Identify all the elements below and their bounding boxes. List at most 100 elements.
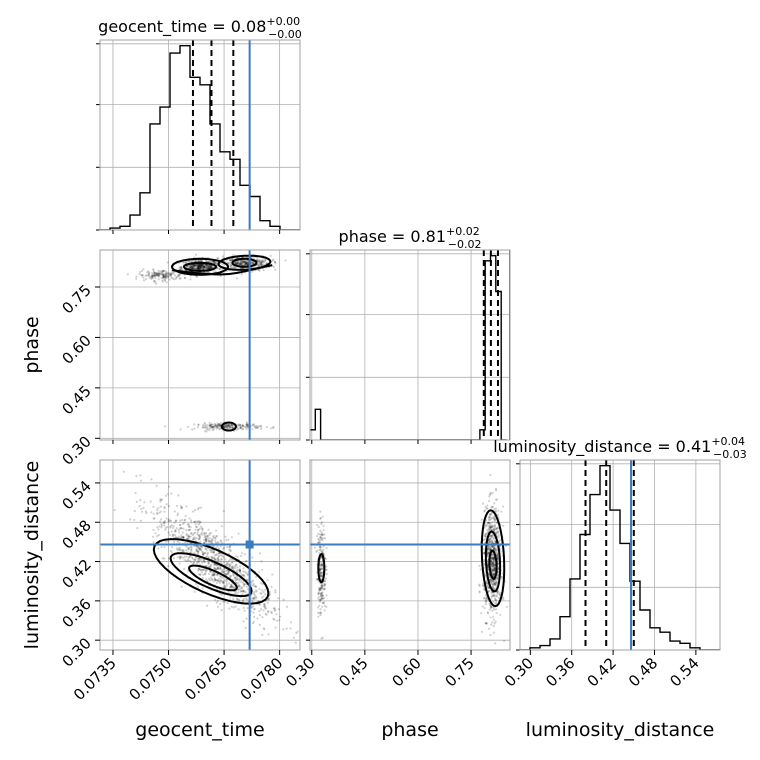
scatter-point	[491, 582, 494, 585]
scatter-point	[321, 562, 324, 565]
scatter-point	[226, 546, 229, 549]
scatter-point	[250, 261, 253, 264]
scatter-point	[295, 631, 298, 635]
scatter-point	[500, 510, 503, 513]
scatter-point	[215, 568, 218, 571]
scatter-point	[489, 578, 492, 581]
scatter-point	[320, 585, 323, 589]
scatter-point	[319, 592, 322, 595]
scatter-point	[172, 534, 175, 537]
scatter-point	[234, 567, 237, 570]
scatter-point	[168, 272, 171, 276]
scatter-point	[235, 428, 238, 432]
scatter-point	[204, 536, 207, 539]
scatter-point	[242, 263, 245, 266]
scatter-point	[210, 261, 213, 264]
scatter-point	[319, 587, 322, 590]
scatter-point	[493, 527, 496, 530]
scatter-point	[492, 600, 495, 604]
scatter-point	[172, 272, 175, 275]
scatter-point	[216, 566, 219, 569]
scatter-point	[490, 568, 494, 571]
scatter-point	[197, 267, 200, 270]
scatter-point	[489, 548, 492, 551]
scatter-point	[207, 562, 210, 565]
scatter-point	[244, 560, 247, 563]
scatter-point	[488, 527, 491, 530]
scatter-point	[201, 550, 204, 553]
scatter-point	[205, 430, 208, 433]
scatter-point	[241, 424, 245, 427]
scatter-point	[486, 522, 490, 525]
scatter-point	[325, 547, 328, 550]
scatter-point	[245, 559, 248, 562]
scatter-point	[511, 584, 513, 586]
scatter-point	[215, 581, 218, 585]
scatter-point	[234, 577, 237, 580]
scatter-point	[222, 582, 225, 585]
scatter-point	[318, 612, 321, 615]
scatter-point	[228, 424, 231, 427]
scatter-point	[177, 547, 180, 550]
scatter-point	[189, 526, 192, 529]
scatter-point	[259, 582, 263, 585]
histogram-phase	[310, 255, 507, 440]
scatter-point	[204, 538, 207, 541]
scatter-point	[492, 559, 495, 562]
scatter-point	[157, 278, 160, 281]
scatter-point	[320, 571, 323, 574]
scatter-point	[233, 586, 236, 589]
scatter-point	[492, 585, 495, 589]
scatter-point	[203, 539, 206, 542]
scatter-point	[174, 530, 177, 533]
scatter-point	[228, 607, 231, 610]
panel-grid-0-1	[100, 250, 300, 440]
scatter-point	[239, 262, 242, 265]
scatter-point	[173, 540, 176, 544]
scatter-point	[138, 270, 142, 274]
scatter-point	[217, 566, 220, 570]
scatter-point	[262, 609, 265, 612]
scatter-point	[221, 576, 224, 580]
scatter-point	[494, 489, 498, 492]
scatter-point	[209, 261, 212, 264]
scatter-point	[157, 274, 161, 277]
scatter-point	[226, 601, 229, 605]
scatter-point	[228, 425, 231, 428]
scatter-point	[274, 260, 277, 264]
scatter-point	[217, 541, 220, 544]
scatter-point	[229, 583, 233, 587]
scatter-point	[181, 268, 184, 271]
scatter-point	[205, 539, 208, 543]
scatter-point	[323, 583, 326, 586]
scatter-point	[481, 502, 485, 505]
scatter-point	[494, 540, 497, 543]
scatter-point	[246, 598, 249, 601]
scatter-point	[489, 517, 492, 521]
scatter-point	[492, 608, 496, 611]
scatter-point	[489, 541, 492, 544]
scatter-point	[155, 274, 158, 277]
scatter-point	[195, 545, 198, 548]
scatter-point	[492, 618, 495, 621]
scatter-point	[178, 527, 181, 530]
scatter-point	[199, 263, 202, 267]
scatter-point	[491, 563, 494, 566]
scatter-point	[323, 609, 326, 612]
scatter-point	[203, 265, 206, 268]
scatter-point	[185, 505, 188, 508]
scatter-point	[201, 587, 204, 590]
scatter-point	[194, 265, 197, 268]
scatter-point	[485, 598, 488, 601]
scatter-point	[495, 581, 498, 584]
scatter-point	[197, 533, 200, 537]
scatter-point	[231, 266, 234, 269]
scatter-point	[318, 541, 321, 544]
scatter-point	[215, 426, 219, 429]
scatter-point	[202, 266, 205, 269]
scatter-point	[142, 506, 145, 510]
scatter-point	[493, 583, 496, 587]
scatter-point	[216, 266, 219, 269]
scatter-point	[210, 551, 213, 554]
scatter-point	[196, 550, 200, 553]
